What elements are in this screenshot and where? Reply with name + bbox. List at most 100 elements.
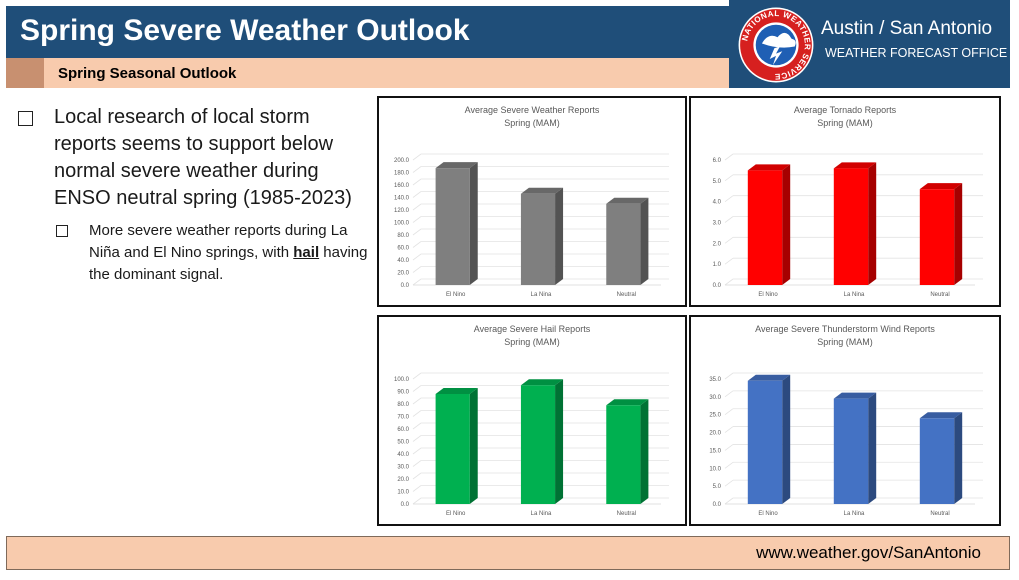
bar-side (640, 197, 649, 285)
grid-line (412, 241, 422, 248)
y-tick-label: 4.0 (713, 200, 722, 206)
bar-top (435, 388, 478, 394)
bar-side (640, 399, 649, 504)
y-tick-label: 0.0 (401, 502, 410, 508)
bar-top (520, 379, 564, 386)
grid-line (412, 166, 422, 173)
chart-subtitle: Spring (MAM) (504, 337, 560, 347)
bullet-sub: More severe weather reports during La Ni… (56, 220, 368, 286)
grid-line (724, 479, 734, 487)
nws-logo: NATIONAL WEATHER SERVICE (738, 7, 814, 83)
grid-line (412, 191, 422, 198)
chart-subtitle: Spring (MAM) (504, 118, 560, 128)
bar-side (469, 162, 478, 285)
y-tick-label: 180.0 (394, 171, 410, 177)
grid-line (412, 153, 422, 161)
bar-side (555, 379, 564, 504)
bar (606, 197, 649, 285)
y-tick-label: 5.0 (713, 179, 722, 185)
bar-top (520, 187, 564, 194)
grid-line (724, 408, 734, 416)
grid-line (412, 266, 422, 273)
bar-front (606, 203, 641, 285)
chart-panel-hail: Average Severe Hail Reports Spring (MAM) 0… (377, 315, 687, 526)
grid-line (724, 461, 734, 469)
x-tick-label: La Nina (531, 511, 552, 517)
grid-line (412, 497, 422, 505)
y-tick-label: 160.0 (394, 183, 410, 189)
bar (520, 187, 564, 285)
office-subtitle: WEATHER FORECAST OFFICE (825, 46, 1008, 60)
section-swatch (6, 58, 44, 88)
bar-side (868, 392, 877, 504)
chart-wind-reports: Average Severe Thunderstorm Wind Reports… (709, 324, 983, 517)
bar-front (919, 418, 955, 504)
bar-front (833, 168, 869, 285)
bar-front (435, 394, 470, 504)
bar (919, 183, 963, 285)
bar-top (833, 392, 877, 399)
bar-front (747, 380, 783, 504)
bar-side (868, 162, 877, 285)
grid-line (412, 397, 422, 405)
bar-side (782, 164, 791, 285)
bar-front (919, 189, 955, 285)
x-tick-label: Neutral (617, 511, 636, 517)
y-tick-label: 200.0 (394, 158, 410, 164)
x-tick-label: La Nina (844, 292, 865, 298)
y-tick-label: 80.0 (397, 233, 409, 239)
bar-top (435, 162, 478, 169)
y-tick-label: 10.0 (397, 490, 409, 496)
grid-line (412, 485, 422, 492)
y-tick-label: 25.0 (709, 413, 721, 419)
office-name: Austin / San Antonio (821, 18, 993, 39)
grid-line (412, 385, 422, 392)
y-tick-label: 140.0 (394, 196, 410, 202)
chart-title: Average Severe Hail Reports (474, 324, 591, 334)
grid-line (724, 257, 734, 265)
bar-top (919, 183, 963, 190)
chart-panel-severe: Average Severe Weather Reports Spring (MA… (377, 96, 687, 307)
grid-line (412, 435, 422, 442)
bar (520, 379, 564, 504)
bar (919, 412, 963, 504)
bar-front (606, 405, 641, 504)
checkbox-bullet-icon (18, 111, 33, 126)
grid-line (412, 228, 422, 236)
bar (833, 162, 877, 285)
chart-tornado-reports: Average Tornado Reports Spring (MAM) 0.0 1.… (713, 105, 983, 298)
y-tick-label: 30.0 (709, 395, 721, 401)
bullet-list: Local research of local storm reports se… (18, 104, 368, 286)
y-tick-label: 0.0 (713, 502, 722, 508)
footer-bar: www.weather.gov/SanAntonio (6, 536, 1010, 570)
x-tick-label: El Nino (446, 292, 466, 298)
y-tick-label: 120.0 (394, 208, 410, 214)
chart-panel-wind: Average Severe Thunderstorm Wind Reports… (689, 315, 1001, 526)
bar-front (520, 385, 556, 504)
bar-side (555, 187, 564, 285)
y-tick-label: 20.0 (397, 477, 409, 483)
y-tick-label: 40.0 (397, 258, 409, 264)
bullet-sub-emphasis: hail (293, 244, 320, 261)
y-tick-label: 60.0 (397, 427, 409, 433)
y-tick-label: 60.0 (397, 246, 409, 252)
bar-side (469, 388, 478, 504)
bar-top (919, 412, 963, 419)
bar-side (954, 412, 963, 504)
grid-line (412, 410, 422, 417)
bar-front (747, 170, 783, 285)
chart-subtitle: Spring (MAM) (817, 118, 873, 128)
chart-panel-tornado: Average Tornado Reports Spring (MAM) 0.0 1.… (689, 96, 1001, 307)
y-tick-label: 80.0 (397, 402, 409, 408)
y-tick-label: 2.0 (713, 241, 722, 247)
bullet-main: Local research of local storm reports se… (18, 104, 368, 212)
grid-line (412, 278, 422, 286)
section-bar: Spring Seasonal Outlook (6, 58, 729, 88)
chart-title: Average Severe Weather Reports (465, 105, 600, 115)
y-tick-label: 50.0 (397, 440, 409, 446)
y-tick-label: 90.0 (397, 390, 409, 396)
chart-subtitle: Spring (MAM) (817, 337, 873, 347)
bar-front (435, 168, 470, 285)
bar-side (954, 183, 963, 285)
y-tick-label: 30.0 (397, 465, 409, 471)
